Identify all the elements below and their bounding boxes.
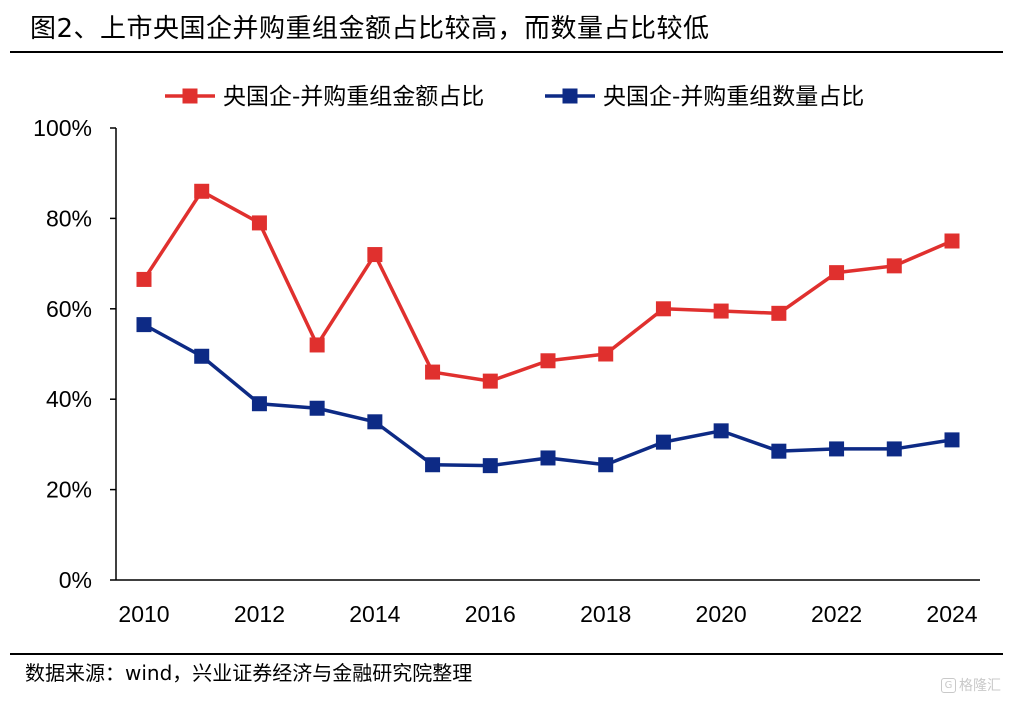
legend-marker-swatch bbox=[562, 88, 578, 104]
y-tick-label: 60% bbox=[46, 296, 92, 322]
y-tick-label: 20% bbox=[46, 477, 92, 503]
x-tick-label: 2010 bbox=[118, 601, 169, 627]
data-point-marker bbox=[367, 414, 383, 430]
data-point-marker bbox=[540, 353, 556, 369]
data-point-marker bbox=[540, 450, 556, 466]
y-tick-label: 0% bbox=[59, 567, 92, 593]
data-point-marker bbox=[425, 364, 441, 380]
x-tick-label: 2020 bbox=[696, 601, 747, 627]
data-point-marker bbox=[367, 247, 383, 263]
series-amount-share bbox=[136, 183, 960, 389]
watermark-text: 格隆汇 bbox=[959, 678, 1001, 694]
data-point-marker bbox=[136, 317, 152, 333]
chart-title: 图2、上市央国企并购重组金额占比较高，而数量占比较低 bbox=[30, 14, 710, 44]
watermark: G 格隆汇 bbox=[941, 675, 1001, 695]
data-point-marker bbox=[886, 441, 902, 457]
data-point-marker bbox=[425, 457, 441, 473]
data-point-marker bbox=[136, 271, 152, 287]
data-point-marker bbox=[482, 373, 498, 389]
data-point-marker bbox=[309, 400, 325, 416]
x-tick-label: 2012 bbox=[234, 601, 285, 627]
source-divider bbox=[10, 653, 1003, 655]
data-point-marker bbox=[194, 348, 210, 364]
legend-marker-swatch bbox=[182, 88, 198, 104]
data-point-marker bbox=[251, 215, 267, 231]
axes: 0% 20% 40% 60% 80% 100% 2010 2012 2014 2016 2018 20… bbox=[33, 115, 980, 627]
source-note: 数据来源：wind，兴业证券经济与金融研究院整理 bbox=[25, 661, 473, 685]
series-group bbox=[136, 183, 960, 474]
x-tick-label: 2024 bbox=[926, 601, 977, 627]
data-point-marker bbox=[194, 183, 210, 199]
data-point-marker bbox=[598, 457, 614, 473]
data-point-marker bbox=[251, 396, 267, 412]
data-point-marker bbox=[944, 233, 960, 249]
y-tick-label: 100% bbox=[33, 115, 92, 141]
legend: 央国企-并购重组金额占比 央国企-并购重组数量占比 bbox=[165, 84, 864, 110]
y-tick-label: 80% bbox=[46, 205, 92, 231]
x-tick-label: 2016 bbox=[465, 601, 516, 627]
legend-label: 央国企-并购重组数量占比 bbox=[603, 84, 864, 110]
data-point-marker bbox=[829, 441, 845, 457]
series-count-share bbox=[136, 317, 960, 474]
data-point-marker bbox=[886, 258, 902, 274]
title-divider bbox=[10, 51, 1003, 53]
x-tick-label: 2014 bbox=[349, 601, 400, 627]
watermark-logo-icon: G bbox=[941, 677, 956, 693]
legend-item: 央国企-并购重组金额占比 bbox=[165, 84, 484, 110]
data-point-marker bbox=[309, 337, 325, 353]
data-point-marker bbox=[771, 443, 787, 459]
data-point-marker bbox=[829, 265, 845, 281]
data-point-marker bbox=[598, 346, 614, 362]
data-point-marker bbox=[713, 303, 729, 319]
x-tick-label: 2022 bbox=[811, 601, 862, 627]
data-point-marker bbox=[944, 432, 960, 448]
legend-label: 央国企-并购重组金额占比 bbox=[223, 84, 484, 110]
data-point-marker bbox=[482, 458, 498, 474]
x-tick-label: 2018 bbox=[580, 601, 631, 627]
legend-item: 央国企-并购重组数量占比 bbox=[545, 84, 864, 110]
data-point-marker bbox=[655, 301, 671, 317]
data-point-marker bbox=[655, 434, 671, 450]
data-point-marker bbox=[713, 423, 729, 439]
data-point-marker bbox=[771, 305, 787, 321]
y-tick-label: 40% bbox=[46, 386, 92, 412]
